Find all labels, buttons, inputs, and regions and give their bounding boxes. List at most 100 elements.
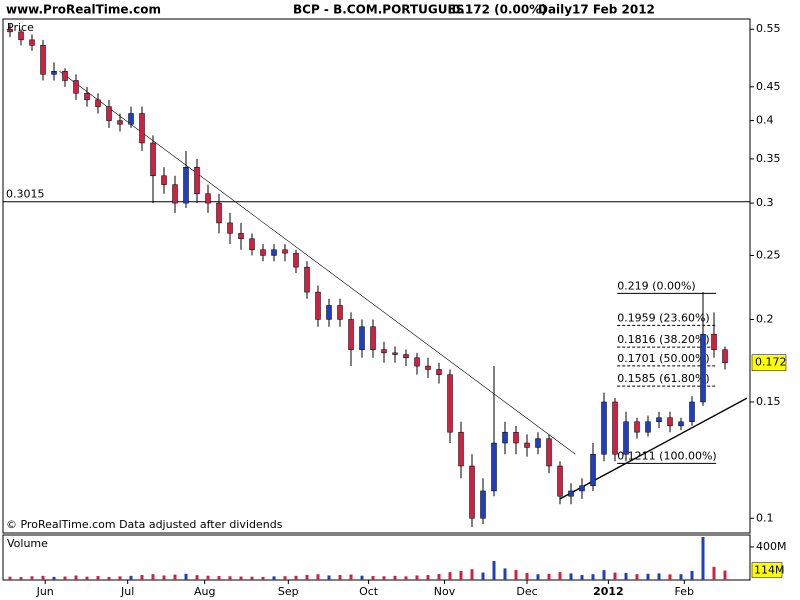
- volume-bar: [74, 575, 78, 580]
- volume-bar: [679, 574, 683, 580]
- candle-body: [326, 305, 332, 320]
- volume-bar: [448, 572, 452, 580]
- volume-bar: [382, 576, 386, 580]
- volume-bar: [327, 575, 331, 580]
- y-tick-label: 0.3: [756, 196, 774, 209]
- candle-body: [623, 421, 629, 455]
- candle-body: [315, 291, 321, 320]
- y-label: Price: [7, 21, 34, 34]
- candle-body: [260, 249, 266, 256]
- candle-body: [469, 465, 475, 519]
- volume-bar: [217, 576, 221, 580]
- volume-bar: [8, 576, 12, 580]
- candle-body: [381, 349, 387, 354]
- volume-bar: [602, 570, 606, 580]
- candle-body: [216, 202, 222, 224]
- trend-line: [59, 71, 576, 455]
- volume-bar: [305, 574, 309, 580]
- candle-body: [480, 490, 486, 519]
- candle-body: [370, 326, 376, 350]
- candle-body: [238, 233, 244, 239]
- fib-label: 0.1816 (38.20%): [617, 333, 710, 346]
- volume-bar: [591, 574, 595, 580]
- candle-body: [95, 99, 101, 107]
- volume-bar: [723, 570, 727, 580]
- volume-bar: [41, 575, 45, 580]
- volume-bar: [470, 569, 474, 580]
- candle-body: [194, 166, 200, 194]
- candle-body: [491, 442, 497, 492]
- y-tick-label: 0.35: [756, 152, 781, 165]
- volume-bar: [250, 576, 254, 580]
- candle-body: [645, 421, 651, 433]
- candle-body: [7, 28, 13, 33]
- y-tick-label: 0.4: [756, 114, 774, 127]
- volume-bar: [492, 560, 496, 580]
- candle-body: [205, 193, 211, 204]
- volume-bar: [437, 574, 441, 580]
- x-tick-label: Jun: [36, 585, 54, 598]
- volume-bar: [96, 576, 100, 580]
- candle-body: [29, 39, 35, 46]
- volume-bar: [228, 576, 232, 580]
- candle-body: [447, 374, 453, 433]
- candle-body: [150, 142, 156, 177]
- candle-body: [293, 252, 299, 268]
- volume-bar: [481, 572, 485, 580]
- volume-bar: [459, 570, 463, 580]
- volume-tick-label: 400M: [756, 540, 787, 553]
- volume-bar: [283, 576, 287, 580]
- volume-bar: [393, 575, 397, 580]
- volume-bar: [162, 575, 166, 580]
- candle-body: [535, 438, 541, 448]
- y-tick-label: 0.45: [756, 80, 781, 93]
- fib-label: 0.219 (0.00%): [617, 279, 696, 292]
- volume-bar: [613, 572, 617, 580]
- candle-body: [106, 106, 112, 121]
- candle-body: [337, 305, 343, 320]
- period: Daily: [538, 3, 572, 17]
- candle-body: [51, 71, 57, 75]
- last-price-box: [751, 354, 787, 371]
- volume-bar: [338, 575, 342, 580]
- candle-body: [249, 238, 255, 250]
- candle-body: [601, 401, 607, 455]
- fib-label: 0.1211 (100.00%): [617, 449, 717, 462]
- volume-bar: [173, 574, 177, 580]
- candle-body: [183, 166, 189, 204]
- fib-label: 0.1585 (61.80%): [617, 372, 710, 385]
- x-tick-label: Aug: [194, 585, 215, 598]
- volume-bar: [525, 572, 529, 580]
- volume-bar: [19, 577, 23, 580]
- volume-bar: [195, 575, 199, 580]
- x-tick-label: Oct: [359, 585, 379, 598]
- volume-bar: [404, 576, 408, 580]
- volume-bar: [184, 573, 188, 580]
- x-tick-label: Jul: [120, 585, 134, 598]
- candle-body: [557, 465, 563, 497]
- candle-body: [458, 431, 464, 467]
- candle-body: [711, 333, 717, 350]
- candle-body: [524, 442, 530, 448]
- volume-bar: [569, 573, 573, 580]
- volume-bar: [140, 575, 144, 580]
- candle-body: [590, 454, 596, 487]
- candle-body: [513, 431, 519, 444]
- footer-note: © ProRealTime.com Data adjusted after di…: [6, 518, 283, 531]
- candle-body: [689, 401, 695, 423]
- volume-bar: [712, 566, 716, 580]
- last-volume-label: 114M: [754, 564, 785, 577]
- y-tick-label: 0.1: [756, 511, 774, 524]
- candle-body: [678, 421, 684, 427]
- volume-bar: [360, 575, 364, 580]
- price-panel: [2, 18, 751, 534]
- volume-bar: [503, 568, 507, 580]
- candle-body: [667, 417, 673, 427]
- volume-bar: [668, 574, 672, 580]
- candle-body: [414, 357, 420, 367]
- fib-label: 0.1701 (50.00%): [617, 352, 710, 365]
- volume-bar: [701, 537, 705, 580]
